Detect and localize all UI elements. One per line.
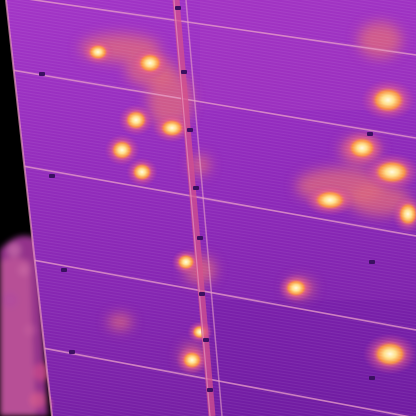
- clamp: [199, 292, 205, 296]
- array-left-edge: [5, 0, 53, 416]
- clamp: [197, 236, 203, 240]
- module-clamps: [39, 6, 375, 392]
- clamp: [369, 260, 375, 264]
- clamp: [61, 268, 67, 272]
- clamp: [203, 338, 209, 342]
- clamp: [181, 70, 187, 74]
- clamp: [175, 6, 181, 10]
- frame-line: [6, 253, 416, 331]
- clamp: [207, 388, 213, 392]
- clamp: [49, 174, 55, 178]
- clamp: [69, 350, 75, 354]
- center-rail: [172, 0, 216, 416]
- clamp: [193, 186, 199, 190]
- frame-line: [6, 161, 416, 237]
- clamp: [367, 132, 373, 136]
- clamp: [369, 376, 375, 380]
- frame-line: [6, 67, 416, 139]
- clamp: [187, 128, 193, 132]
- frame-line: [6, 0, 416, 56]
- clamp: [39, 72, 45, 76]
